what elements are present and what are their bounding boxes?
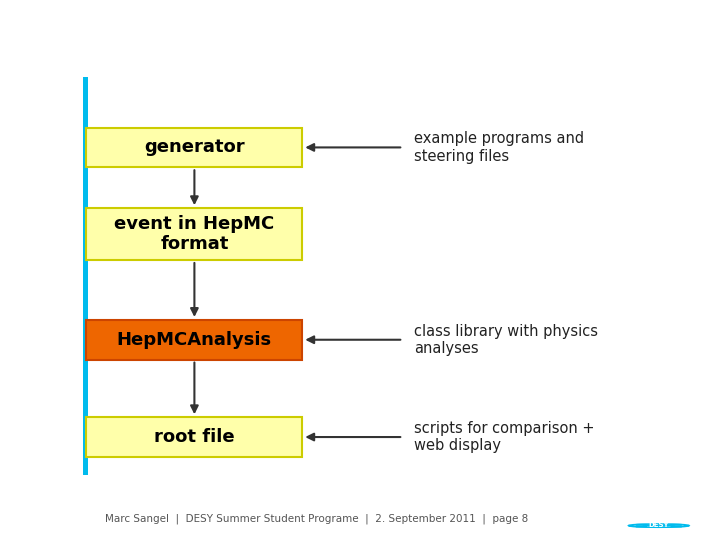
- Text: event in HepMC
format: event in HepMC format: [114, 215, 274, 253]
- Text: example programs and
steering files: example programs and steering files: [414, 131, 584, 164]
- Circle shape: [671, 526, 682, 527]
- Bar: [86, 208, 302, 260]
- Circle shape: [671, 524, 682, 525]
- Bar: [83, 77, 88, 475]
- Text: generator: generator: [144, 138, 245, 157]
- Bar: [86, 127, 302, 167]
- Text: Workflow of HepMCAnalysis: Workflow of HepMCAnalysis: [13, 17, 342, 37]
- Bar: [86, 320, 302, 360]
- Text: HepMCAnalysis: HepMCAnalysis: [117, 330, 272, 349]
- Bar: [86, 417, 302, 457]
- Text: scripts for comparison +
web display: scripts for comparison + web display: [414, 421, 595, 453]
- Text: class library with physics
analyses: class library with physics analyses: [414, 323, 598, 356]
- Text: Marc Sangel  |  DESY Summer Student Programe  |  2. September 2011  |  page 8: Marc Sangel | DESY Summer Student Progra…: [105, 514, 528, 524]
- Text: DESY: DESY: [649, 522, 669, 528]
- Circle shape: [636, 526, 647, 527]
- Text: root file: root file: [154, 428, 235, 446]
- Circle shape: [636, 524, 647, 525]
- Circle shape: [642, 525, 675, 526]
